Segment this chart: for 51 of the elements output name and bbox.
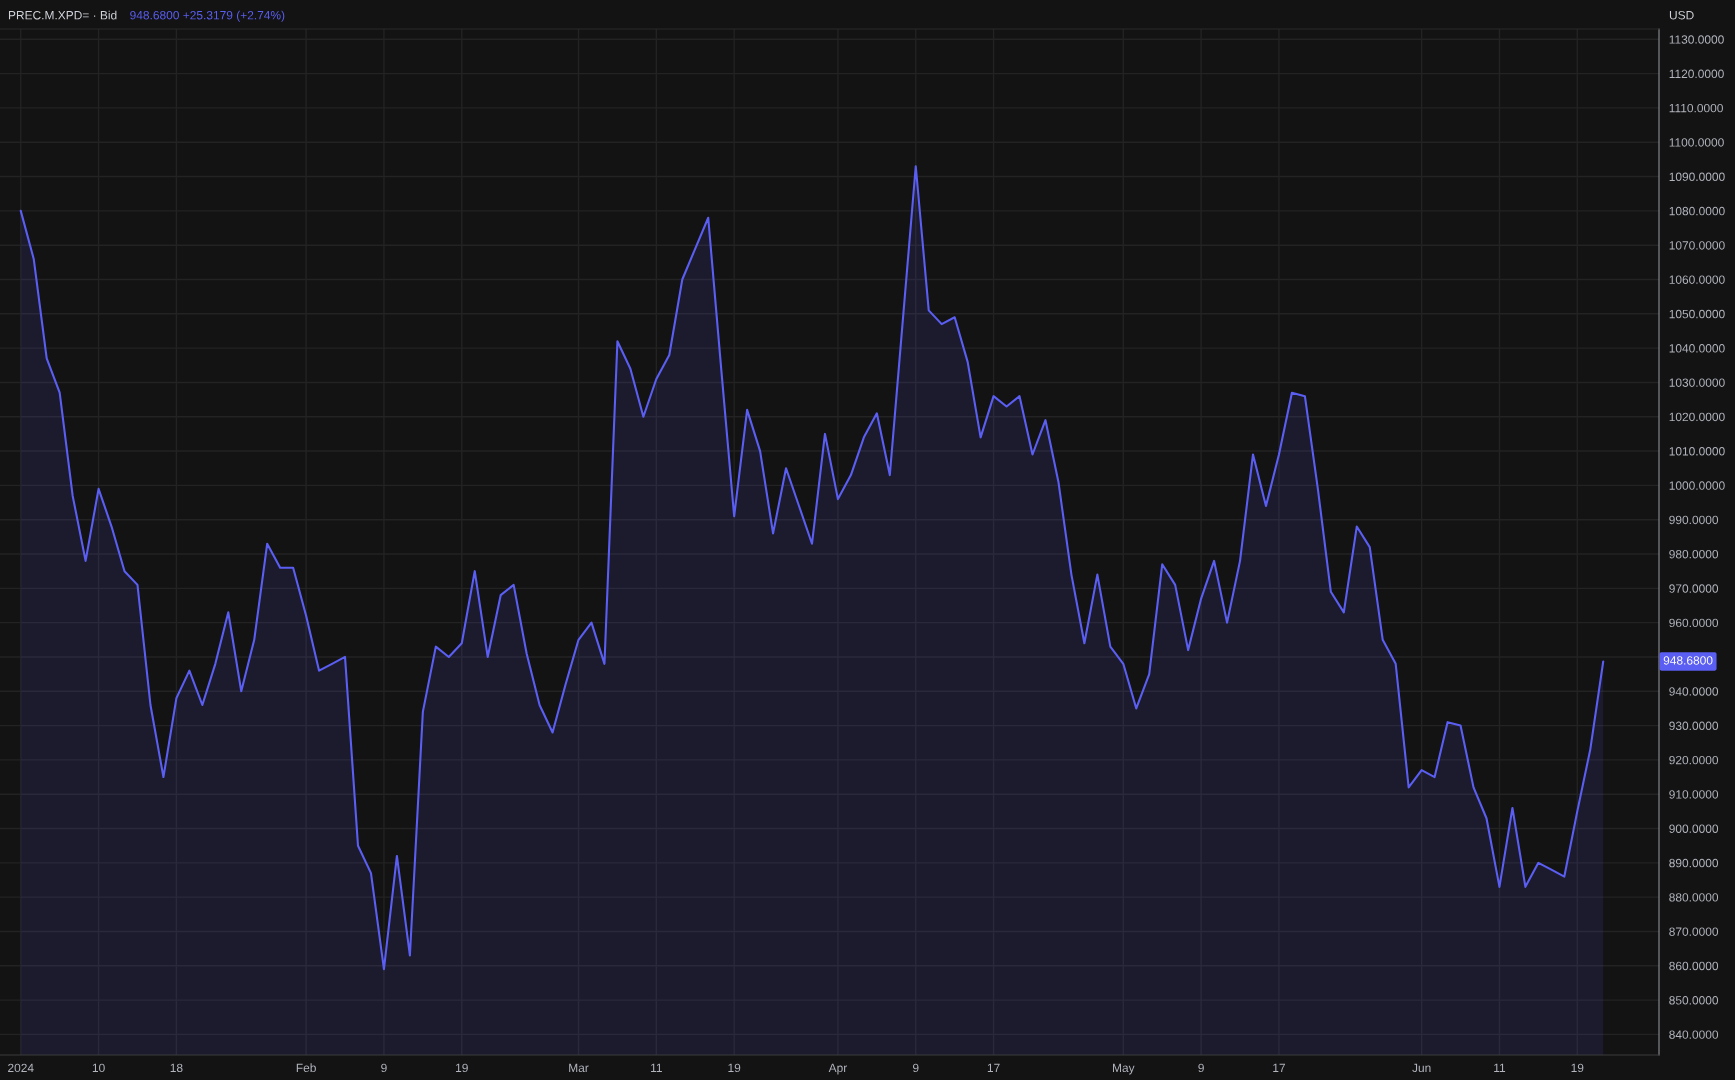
y-tick-label: 850.0000 (1669, 996, 1719, 1005)
y-tick-label: 920.0000 (1669, 755, 1719, 765)
x-tick-label: 11 (1494, 1063, 1506, 1072)
y-tick-label: 1110.0000 (1669, 103, 1723, 113)
y-tick-label: 1080.0000 (1669, 206, 1725, 216)
y-tick-label: 970.0000 (1669, 584, 1719, 593)
y-tick-label: 1090.0000 (1669, 172, 1725, 181)
y-tick-label: 910.0000 (1669, 790, 1719, 799)
y-tick-label: 990.0000 (1669, 515, 1719, 525)
y-tick-label: 1130.0000 (1669, 35, 1724, 44)
x-tick-label: Feb (296, 1063, 316, 1073)
y-tick-label: 1060.0000 (1669, 275, 1725, 284)
x-tick-label: 2024 (8, 1063, 34, 1073)
y-tick-label: 1040.0000 (1669, 344, 1725, 353)
y-tick-label: 1010.0000 (1669, 447, 1725, 456)
y-tick-label: 1000.0000 (1669, 481, 1725, 490)
x-tick-label: 19 (456, 1063, 468, 1073)
x-tick-label: Mar (569, 1063, 589, 1073)
text: 948.6800 (1663, 656, 1713, 665)
x-tick-label: 11 (651, 1063, 662, 1072)
y-tick-label: 880.0000 (1669, 893, 1719, 902)
y-tick-label: 960.0000 (1669, 618, 1719, 628)
x-tick-label: 19 (728, 1063, 741, 1073)
y-tick-label: 870.0000 (1669, 927, 1719, 936)
x-tick-label: Apr (828, 1063, 848, 1075)
x-tick-label: 9 (381, 1063, 387, 1073)
y-tick-label: 1030.0000 (1669, 378, 1725, 387)
y-tick-label: 1100.0000 (1669, 138, 1724, 147)
y-tick-label: 1020.0000 (1669, 412, 1725, 422)
y-tick-label: 860.0000 (1669, 961, 1719, 971)
x-tick-label: May (1112, 1063, 1135, 1075)
chart-title: PREC.M.XPD= · Bid (8, 10, 117, 20)
y-tick-label: 940.0000 (1669, 687, 1719, 696)
y-tick-label: 980.0000 (1669, 550, 1719, 559)
x-tick-label: 10 (92, 1063, 105, 1073)
y-tick-label: 1070.0000 (1669, 241, 1725, 250)
x-tick-label: 17 (1273, 1063, 1285, 1072)
x-tick-label: 18 (170, 1063, 183, 1073)
y-tick-label: 1120.0000 (1669, 69, 1724, 79)
y-tick-label: 840.0000 (1669, 1030, 1719, 1039)
y-tick-label: 900.0000 (1669, 824, 1719, 833)
y-tick-label: 1050.0000 (1669, 309, 1725, 319)
y-tick-label: 930.0000 (1669, 721, 1719, 731)
x-tick-label: 9 (913, 1063, 919, 1073)
x-tick-label: 9 (1198, 1063, 1204, 1073)
chart-subtitle: 948.6800 +25.3179 (+2.74%) (130, 10, 285, 22)
x-tick-label: Jun (1412, 1063, 1431, 1073)
y-tick-label: 890.0000 (1669, 858, 1719, 868)
text: USD (1669, 10, 1694, 20)
x-tick-label: 17 (987, 1063, 1000, 1072)
x-tick-label: 19 (1571, 1063, 1584, 1073)
